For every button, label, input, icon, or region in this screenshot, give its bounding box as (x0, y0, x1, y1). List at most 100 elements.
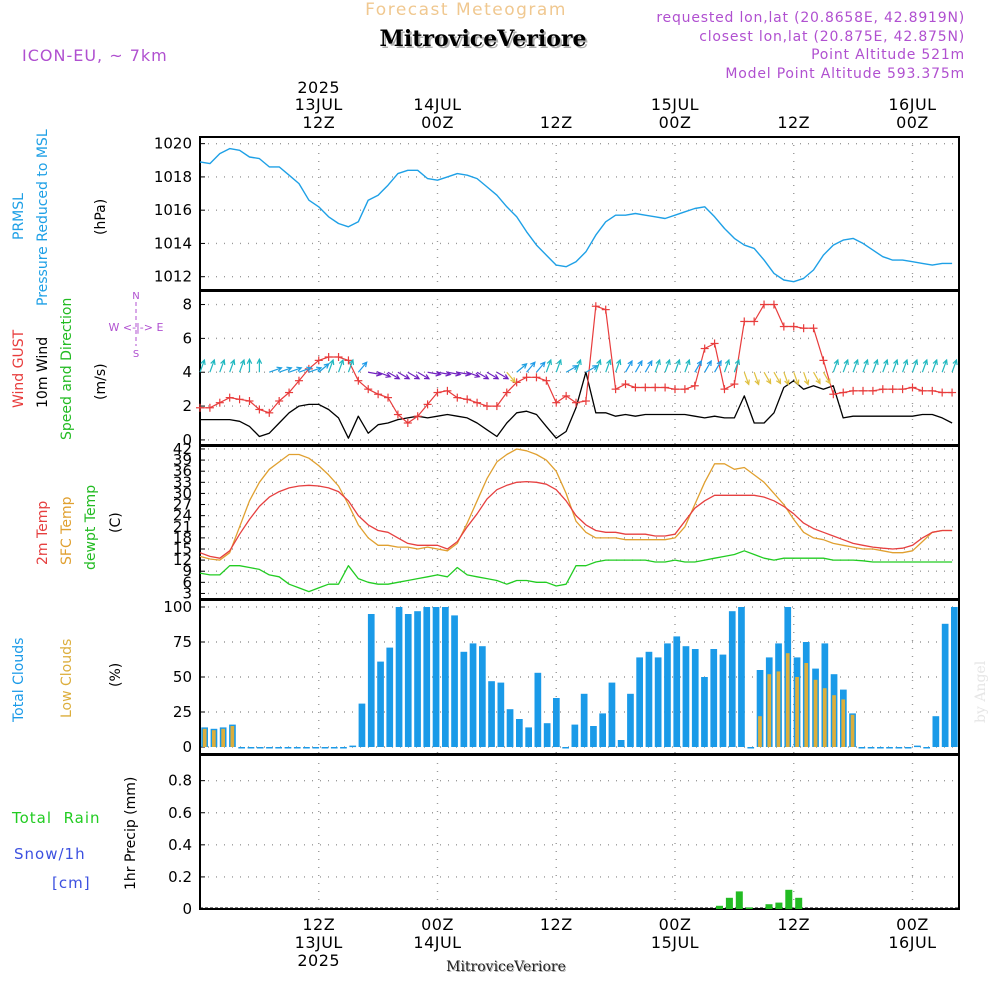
y-tick-label: 1012 (154, 268, 192, 286)
y-tick-label: 50 (173, 668, 192, 686)
wind-arrow-head (530, 361, 536, 368)
wind-direction-arrow (852, 359, 859, 373)
total-cloud-bar (747, 747, 755, 749)
compass-we: W <-|-> E (109, 321, 164, 334)
rain-bar (765, 904, 773, 909)
y-tick-label: 1018 (154, 168, 192, 186)
wind-direction-arrow (634, 360, 643, 373)
wind-direction-arrow (783, 372, 789, 385)
y-tick-label: 25 (173, 703, 192, 721)
y-tick-label: 24 (173, 507, 192, 525)
wind-direction-arrow (318, 363, 330, 373)
y-tick-label: 0.8 (168, 772, 192, 790)
wind-direction-arrow (545, 359, 552, 373)
total-cloud-bar (682, 646, 690, 747)
wind-direction-arrow (743, 372, 750, 385)
wind-direction-arrow (278, 367, 292, 373)
wind-direction-arrow (347, 359, 354, 373)
wind-arrow-head (734, 358, 740, 366)
chart-title: Forecast Meteogram (365, 0, 567, 20)
wind-arrow-head (637, 359, 643, 367)
wind-direction-arrow (872, 359, 878, 373)
compass-north: N (132, 291, 139, 302)
wind-arrow-head (323, 363, 330, 369)
cloud-labels: Total Clouds Low Clouds (%) (11, 638, 124, 723)
point-altitude: Point Altitude 521m (811, 47, 965, 63)
total-cloud-bar (664, 643, 671, 747)
wind-speed-line (200, 371, 953, 439)
wind-arrow-head (784, 379, 790, 386)
total-cloud-bar (571, 724, 579, 747)
wind-direction-arrow (357, 361, 368, 373)
rain-bar (735, 891, 743, 909)
y-tick-label: 100 (163, 598, 192, 616)
wind-arrow-head (843, 358, 849, 366)
total-cloud-bar (858, 747, 866, 749)
y-tick-label: 0.2 (168, 868, 192, 886)
wind-direction-arrow (199, 359, 206, 373)
wind-label: 10m Wind (35, 337, 51, 408)
wind-direction-arrow (605, 359, 611, 373)
wind-direction-arrow (674, 359, 681, 373)
top-time-label: 14JUL (413, 95, 461, 114)
total-cloud-bar (617, 740, 625, 747)
wind-arrow-head (286, 366, 293, 372)
wind-arrow-head (200, 358, 206, 366)
total-cloud-bar (293, 747, 301, 749)
total-cloud-bar (340, 747, 347, 749)
wind-direction-arrow (624, 360, 633, 373)
pressure-msl-label: Pressure Reduced to MSL (35, 129, 51, 306)
wind-arrow-head (766, 378, 772, 385)
total-cloud-bar (728, 611, 736, 747)
wind-direction-arrow (882, 359, 888, 373)
wind-arrow-head (576, 358, 582, 366)
wind-direction-arrow (269, 367, 282, 373)
bottom-time-label: 13JUL (295, 933, 343, 952)
total-cloud-bar (590, 726, 597, 747)
total-cloud-bar (275, 747, 282, 749)
total-cloud-bar (886, 747, 893, 749)
bottom-time-label: 12Z (777, 915, 810, 934)
wind-arrow-head (825, 378, 831, 385)
wind-arrow-head (794, 379, 800, 386)
wind-arrow-head (316, 366, 323, 372)
y-tick-label: 21 (173, 518, 192, 536)
wind-direction-arrow (575, 359, 582, 373)
wind-arrow-head (539, 361, 546, 368)
t2m-line (199, 480, 953, 559)
wind-arrow-head (627, 359, 633, 367)
wind-direction-arrow (654, 359, 661, 373)
wind-direction-arrow (684, 359, 690, 373)
closest-coords: closest lon,lat (20.875E, 42.875N) (699, 29, 965, 45)
wind-direction-arrow (862, 359, 869, 373)
precip-panel: 0 0.2 0.4 0.6 0.8 (168, 754, 960, 918)
top-time-label: 15JUL (651, 95, 699, 114)
wind-direction-arrow (219, 359, 225, 373)
wind-direction-arrow (793, 372, 799, 385)
panel-frame (199, 754, 960, 910)
wind-arrow-head (338, 358, 345, 366)
y-tick-label: 36 (173, 462, 192, 480)
total-cloud-bar (867, 747, 875, 749)
y-tick-label: 15 (173, 540, 192, 558)
wind-arrow-head (404, 374, 411, 380)
precip-unit: 1hr Precip (mm) (123, 777, 139, 890)
wind-direction-arrow (615, 359, 621, 373)
wind-arrow-head (296, 366, 303, 372)
wind-arrow-head (912, 358, 919, 366)
compass-south: S (133, 349, 139, 360)
wind-arrow-head (246, 357, 253, 364)
wind-arrow-head (615, 358, 622, 366)
precip-labels: Total Rain Snow/1h [cm] 1hr Precip (mm) (11, 777, 139, 892)
wind-direction-arrow (585, 365, 598, 373)
wind-direction-arrow (723, 359, 730, 373)
wind-arrow-head (706, 359, 712, 367)
total-cloud-bar (321, 747, 329, 749)
wind-direction-arrow (516, 363, 528, 373)
total-cloud-bar (516, 719, 523, 747)
location-title-shadow: MitroviceVeriore (382, 28, 589, 54)
wind-arrow-head (493, 374, 500, 380)
wind-arrow-head (655, 358, 661, 366)
